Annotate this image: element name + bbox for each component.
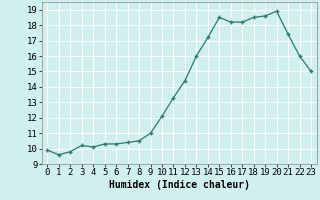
- X-axis label: Humidex (Indice chaleur): Humidex (Indice chaleur): [109, 180, 250, 190]
